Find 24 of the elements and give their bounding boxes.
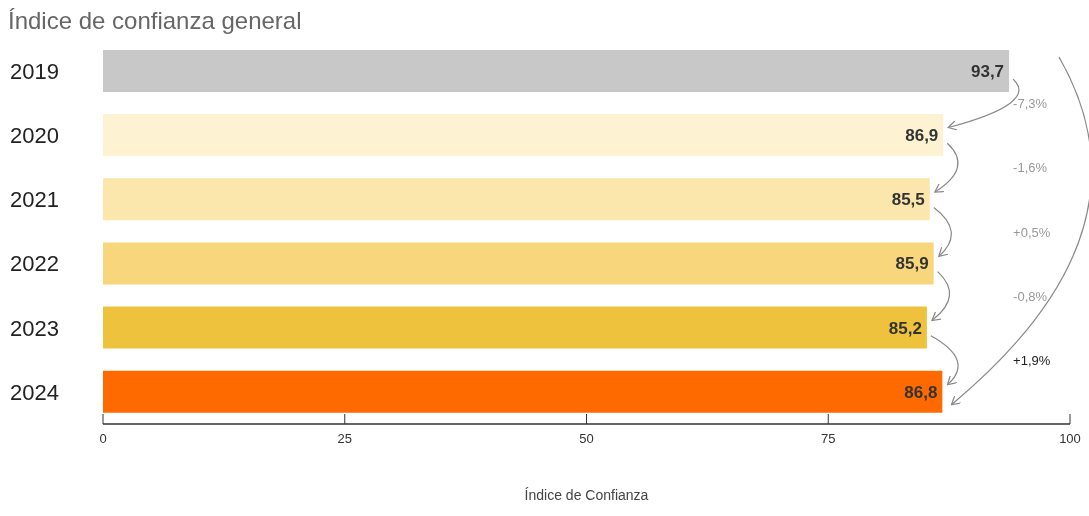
annotation: +0,5% <box>1013 224 1051 240</box>
annotation: -1,6% <box>1013 160 1048 176</box>
annotation: -7,3% <box>1013 96 1048 112</box>
x-tick-label: 100 <box>1059 431 1081 447</box>
data-label: 93,7 <box>970 61 1005 81</box>
data-label: 85,5 <box>891 190 925 210</box>
data-label: 85,9 <box>895 254 929 274</box>
y-tick-label: 2020 <box>10 123 59 149</box>
data-label: 85,2 <box>888 318 922 338</box>
chart-title: Índice de confianza general <box>8 7 302 34</box>
x-tick-label: 25 <box>337 431 352 447</box>
x-axis-title: Índice de Confianza <box>524 487 649 503</box>
y-tick-label: 2022 <box>10 251 59 277</box>
x-tick-label: 0 <box>99 431 107 447</box>
data-label: 86,8 <box>904 382 938 402</box>
data-label: 86,9 <box>905 126 939 146</box>
annotation: +1,9% <box>1013 352 1051 368</box>
y-tick-label: 2021 <box>10 187 59 213</box>
y-tick-label: 2024 <box>10 379 59 405</box>
y-tick-label: 2023 <box>10 315 59 341</box>
y-tick-label: 2019 <box>10 58 59 84</box>
x-tick-label: 75 <box>821 431 836 447</box>
annotation: -0,8% <box>1013 288 1048 304</box>
x-tick-label: 50 <box>579 431 594 447</box>
